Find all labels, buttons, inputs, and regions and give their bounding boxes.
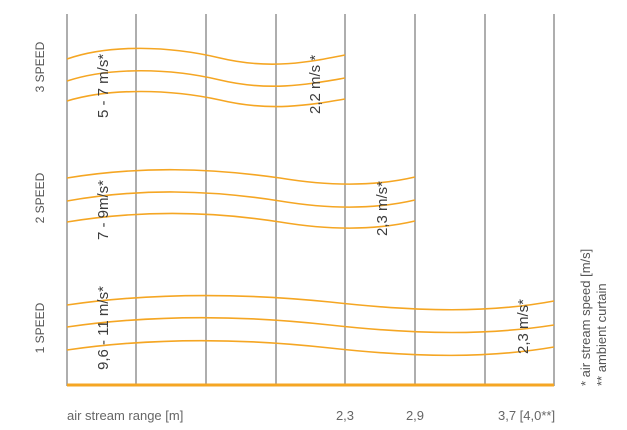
stream-line: [66, 191, 416, 208]
speed-3-streams: [66, 47, 346, 108]
speed-2-streams: [66, 168, 416, 229]
axis-tick: 2,3: [336, 408, 354, 423]
stream-line: [66, 294, 555, 311]
note-speed-unit: * air stream speed [m/s]: [578, 249, 593, 386]
end-label-2: 2,3 m/s*: [374, 181, 391, 236]
range-label-1: 9,6 - 11 m/s*: [95, 286, 112, 370]
speed-label-2: 2 SPEED: [33, 172, 47, 223]
stream-line: [66, 90, 346, 108]
stream-line: [66, 70, 346, 87]
axis-tick: 3,7 [4,0**]: [498, 408, 555, 423]
stream-line: [66, 339, 555, 357]
end-label-3: 2,2 m/s *: [307, 55, 324, 114]
stream-line: [66, 316, 555, 334]
axis-tick: 2,9: [406, 408, 424, 423]
note-ambient: ** ambient curtain: [594, 283, 609, 386]
range-label-3: 5 - 7 m/s*: [95, 54, 112, 118]
axis-label: air stream range [m]: [67, 408, 183, 423]
end-label-1: 2,3 m/s*: [515, 299, 532, 354]
stream-line: [66, 168, 416, 185]
speed-label-3: 3 SPEED: [33, 41, 47, 92]
range-label-2: 7 - 9m/s*: [95, 180, 112, 240]
speed-1-streams: [66, 294, 555, 357]
speed-label-1: 1 SPEED: [33, 302, 47, 353]
stream-line: [66, 212, 416, 229]
stream-line: [66, 47, 346, 65]
